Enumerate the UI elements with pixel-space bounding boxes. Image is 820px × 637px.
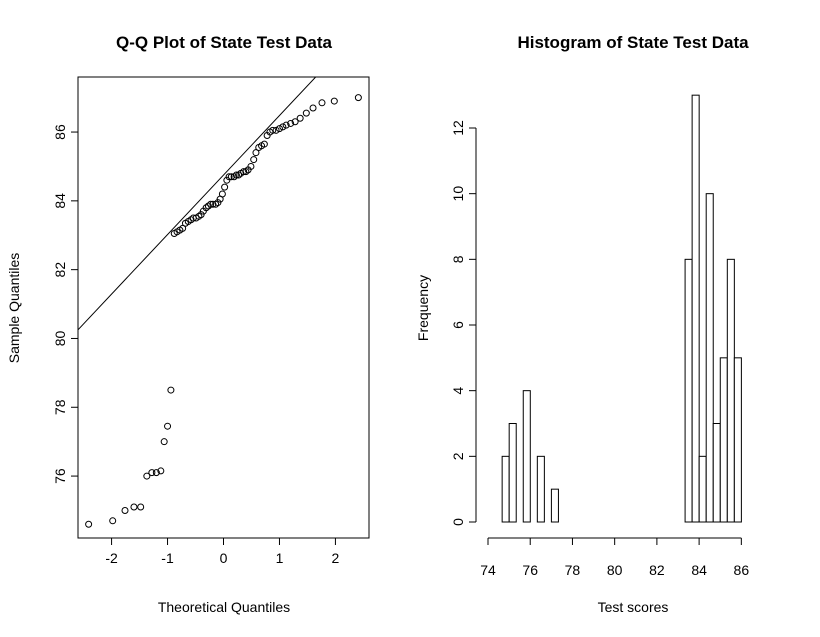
qq-x-tick-label: -2 [105, 550, 118, 566]
hist-y-tick-label: 12 [450, 120, 466, 136]
hist-bar [536, 455, 545, 523]
hist-x-tick-label: 74 [480, 562, 496, 578]
hist-xlabel: Test scores [598, 599, 669, 615]
qq-point [225, 173, 233, 181]
qq-point [204, 202, 212, 210]
qq-point [282, 121, 290, 129]
qq-point [302, 109, 310, 117]
qq-point [240, 168, 248, 176]
hist-x-tick-label: 76 [522, 562, 538, 578]
qq-point [207, 200, 215, 208]
hist-x-tick-label: 82 [649, 562, 665, 578]
qq-x-tick-label: 2 [332, 550, 340, 566]
hist-title: Histogram of State Test Data [517, 33, 749, 52]
qq-point [252, 149, 260, 157]
hist-x-tick-label: 86 [734, 562, 750, 578]
hist-ylabel: Frequency [415, 275, 431, 341]
qq-y-tick-label: 76 [52, 468, 68, 484]
qq-point [160, 438, 168, 446]
qq-point [318, 99, 326, 107]
qq-point [230, 173, 238, 181]
qq-point [291, 118, 299, 126]
qq-point [250, 156, 258, 164]
hist-y-tick-label: 0 [450, 518, 466, 526]
hist-x-tick-label: 78 [565, 562, 581, 578]
qq-x-tick-label: 0 [220, 550, 228, 566]
qq-point [232, 171, 240, 179]
hist-panel: Histogram of State Test Data Test scores… [415, 33, 749, 615]
hist-bar [501, 455, 510, 523]
hist-bar [684, 258, 693, 523]
qq-ylabel: Sample Quantiles [6, 253, 22, 364]
qq-point [223, 176, 231, 184]
qq-point [218, 190, 226, 198]
qq-y-tick-label: 82 [52, 262, 68, 278]
hist-bar [733, 357, 742, 523]
qq-plot-area: -2 -1 0 1 2 76 78 80 82 84 86 [52, 76, 370, 566]
qq-x-tick-label: 1 [276, 550, 284, 566]
qq-point [109, 517, 117, 525]
qq-xlabel: Theoretical Quantiles [158, 599, 290, 615]
hist-bar [508, 423, 517, 523]
hist-bar [698, 455, 707, 523]
hist-bar [726, 258, 735, 523]
qq-point [287, 119, 295, 127]
qq-x-tick-label: -1 [161, 550, 174, 566]
hist-plot-area: 74 76 78 80 82 84 86 0 2 4 6 8 10 12 [450, 94, 750, 578]
qq-point [164, 422, 172, 430]
hist-y-tick-label: 10 [450, 186, 466, 202]
qq-point [296, 114, 304, 122]
qq-panel: Q-Q Plot of State Test Data Theoretical … [6, 33, 370, 615]
qq-point [269, 126, 277, 134]
qq-point [157, 467, 165, 475]
hist-x-tick-label: 80 [607, 562, 623, 578]
qq-reference-line [78, 77, 317, 331]
hist-bar [691, 94, 700, 523]
qq-point [202, 204, 210, 212]
qq-point [197, 211, 205, 219]
qq-point [247, 162, 255, 170]
hist-y-tick-label: 4 [450, 387, 466, 395]
qq-point [272, 126, 280, 134]
qq-point [354, 94, 362, 102]
qq-title: Q-Q Plot of State Test Data [116, 33, 333, 52]
qq-point [148, 469, 156, 477]
qq-y-tick-label: 78 [52, 399, 68, 415]
hist-bar [522, 390, 531, 523]
qq-point [195, 212, 203, 220]
qq-point [235, 171, 243, 179]
qq-point [137, 503, 145, 511]
qq-point [221, 183, 229, 191]
qq-point [309, 104, 317, 112]
qq-point [330, 97, 338, 105]
qq-point [143, 472, 151, 480]
qq-point [260, 140, 268, 148]
hist-x-tick-label: 84 [691, 562, 707, 578]
qq-point [167, 386, 175, 394]
qq-y-tick-label: 80 [52, 330, 68, 346]
hist-y-tick-label: 6 [450, 321, 466, 329]
qq-point [179, 224, 187, 232]
qq-point [242, 168, 250, 176]
hist-bar [712, 423, 721, 523]
qq-point [279, 123, 287, 131]
qq-point [152, 469, 160, 477]
qq-y-tick-label: 86 [52, 124, 68, 140]
qq-y-tick-label: 84 [52, 193, 68, 209]
qq-point [275, 125, 283, 133]
qq-point [85, 520, 93, 528]
hist-y-tick-label: 8 [450, 255, 466, 263]
qq-point [212, 200, 220, 208]
qq-point [214, 199, 222, 207]
qq-point [121, 506, 129, 514]
hist-bar [705, 193, 714, 523]
qq-point [130, 503, 138, 511]
hist-bar [550, 488, 559, 523]
hist-y-tick-label: 2 [450, 452, 466, 460]
hist-bar [719, 357, 728, 523]
